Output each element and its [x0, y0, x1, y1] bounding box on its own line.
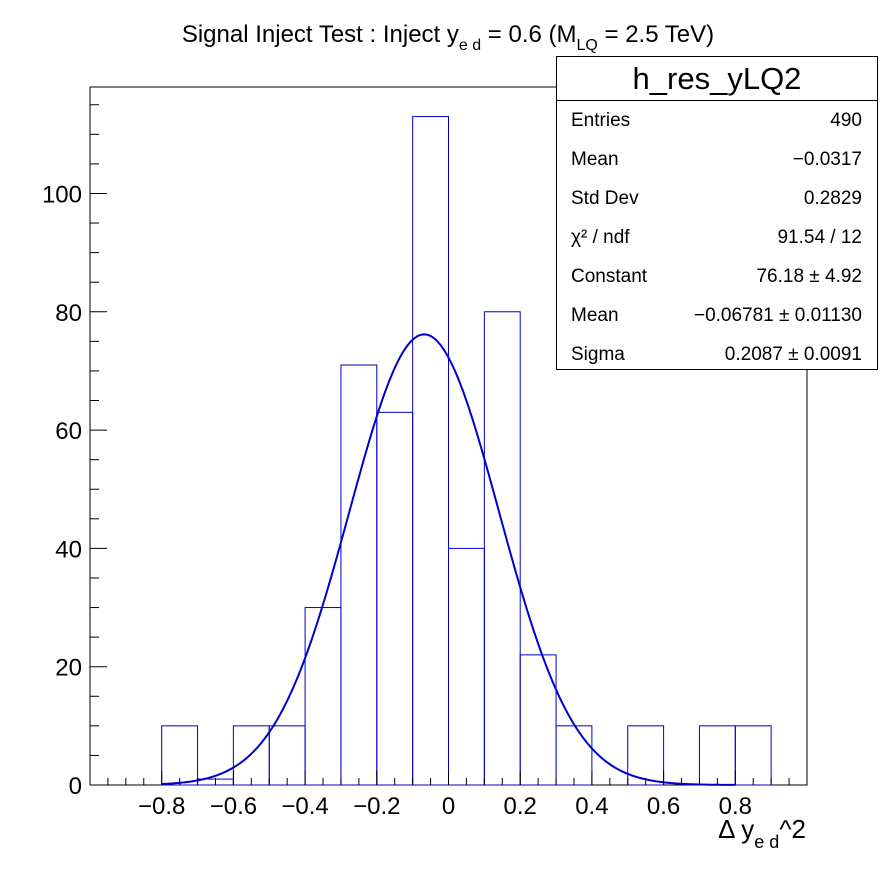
histogram-bin [519, 654, 557, 786]
histogram-bin [268, 725, 306, 786]
y-tick-label: 20 [55, 655, 82, 682]
x-tick-label: 0.4 [575, 793, 608, 820]
y-tick-label: 40 [55, 536, 82, 563]
histogram-bin [555, 725, 593, 786]
stats-value: 0.2829 [803, 188, 862, 209]
stats-rows: Entries 490 Mean −0.0317 Std Dev 0.2829 χ² / n… [557, 101, 877, 374]
stats-title: h_res_yLQ2 [557, 57, 877, 101]
histogram-bin [340, 364, 378, 786]
stats-value: 0.2087 ± 0.0091 [724, 344, 862, 365]
xlabel-rest: ^2 [779, 814, 806, 844]
gaussian-fit-curve [161, 333, 736, 786]
histogram-bin [376, 411, 414, 786]
stats-value: −0.06781 ± 0.01130 [693, 305, 862, 326]
x-tick-label: −0.6 [210, 793, 257, 820]
title-sub2: LQ [577, 37, 598, 54]
x-tick-label: 0.2 [504, 793, 537, 820]
x-tick-label: 0.8 [719, 793, 752, 820]
histogram-bin [483, 311, 521, 786]
y-tick-label: 100 [42, 181, 82, 208]
title-rest: = 0.6 (M [481, 21, 576, 48]
y-tick-label: 0 [69, 773, 82, 800]
stats-key: Sigma [571, 344, 625, 365]
stats-row: Std Dev 0.2829 [557, 179, 877, 218]
x-tick-label: −0.2 [353, 793, 400, 820]
stats-value: −0.0317 [792, 149, 862, 170]
stats-value: 91.54 / 12 [777, 227, 862, 248]
x-tick-label: 0 [442, 793, 455, 820]
y-tick-label: 60 [55, 418, 82, 445]
x-tick-label: −0.4 [281, 793, 328, 820]
histogram-bin [734, 725, 772, 786]
histogram-bin [448, 547, 485, 786]
stats-key: Mean [571, 149, 619, 170]
xlabel-sub: e d [754, 832, 779, 852]
stats-box: h_res_yLQ2 Entries 490 Mean −0.0317 Std Dev 0… [556, 56, 878, 370]
histogram-bin [304, 607, 342, 786]
x-tick-label: 0.6 [647, 793, 680, 820]
stats-key: Std Dev [571, 188, 639, 209]
x-axis-label: Δ ye d^2 [718, 814, 806, 852]
stats-row: Constant 76.18 ± 4.92 [557, 257, 877, 296]
stats-row: χ² / ndf 91.54 / 12 [557, 218, 877, 257]
stats-value: 76.18 ± 4.92 [756, 266, 862, 287]
y-tick-label: 80 [55, 300, 82, 327]
stats-key: Mean [571, 305, 619, 326]
histogram-bin [412, 116, 449, 786]
histogram-bin [698, 725, 736, 786]
stats-row: Sigma 0.2087 ± 0.0091 [557, 335, 877, 374]
title-sub: e d [459, 37, 481, 54]
histogram-bin [232, 725, 270, 786]
stats-row: Mean −0.06781 ± 0.01130 [557, 296, 877, 335]
xlabel-main: Δ y [718, 814, 754, 844]
chart-title: Signal Inject Test : Inject ye d = 0.6 (… [182, 21, 714, 54]
stats-value: 490 [830, 110, 862, 131]
stats-key: Entries [571, 110, 631, 131]
title-rest2: = 2.5 TeV) [598, 21, 714, 48]
x-tick-label: −0.8 [138, 793, 185, 820]
histogram-bin [161, 725, 199, 786]
stats-key: Constant [571, 266, 648, 287]
title-main: Signal Inject Test : Inject y [182, 21, 459, 48]
stats-row: Mean −0.0317 [557, 140, 877, 179]
stats-key: χ² / ndf [571, 227, 630, 248]
stats-row: Entries 490 [557, 101, 877, 140]
